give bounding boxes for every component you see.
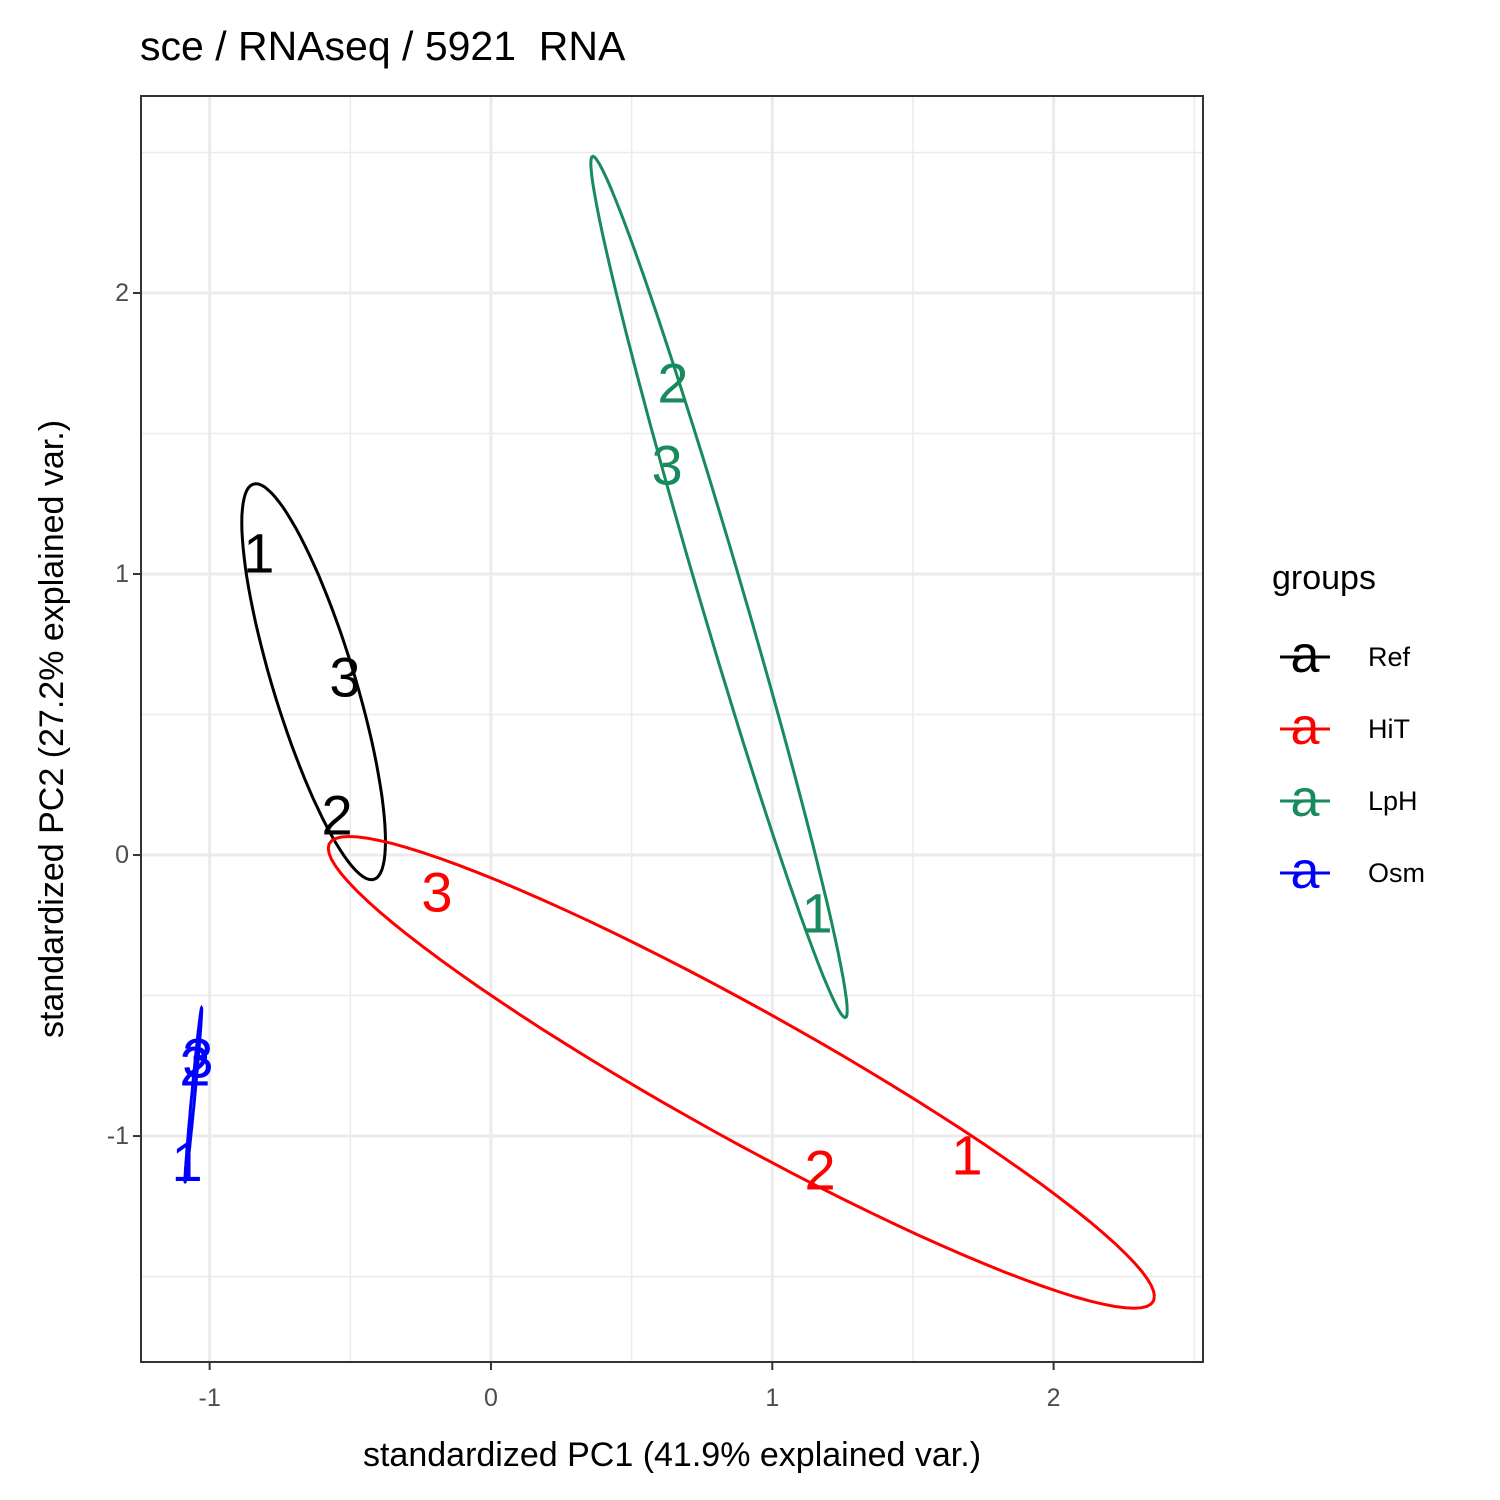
ellipse <box>183 1004 204 1185</box>
point-label: 2 <box>805 1138 836 1201</box>
legend-label: HiT <box>1368 714 1410 744</box>
x-tick-label: 2 <box>1047 1384 1061 1412</box>
point-label: 2 <box>179 1034 210 1097</box>
legend-key: a <box>1291 698 1320 756</box>
point-label: 1 <box>801 881 832 944</box>
legend-title: groups <box>1272 559 1376 597</box>
point-label: 3 <box>182 1026 213 1089</box>
ellipse <box>240 482 387 882</box>
legend-key: a <box>1291 842 1320 900</box>
legend-label: Osm <box>1368 858 1425 888</box>
legend-label: LpH <box>1368 786 1418 816</box>
y-tick-label: 1 <box>115 560 129 588</box>
panel-border <box>140 95 1204 1363</box>
legend-label: Ref <box>1368 642 1411 672</box>
point-label: 1 <box>951 1124 982 1187</box>
x-axis-title: standardized PC1 (41.9% explained var.) <box>363 1436 981 1474</box>
y-axis-title: standardized PC2 (27.2% explained var.) <box>33 420 71 1038</box>
point-label: 3 <box>651 433 682 496</box>
point-label: 3 <box>329 646 360 709</box>
x-tick-label: -1 <box>199 1384 221 1412</box>
x-tick-label: 1 <box>765 1384 779 1412</box>
y-tick-label: -1 <box>107 1122 129 1150</box>
legend-key: a <box>1291 626 1320 684</box>
y-tick-label: 0 <box>115 841 129 869</box>
ellipse <box>326 834 1156 1310</box>
x-tick-label: 0 <box>484 1384 498 1412</box>
point-label: 1 <box>243 521 274 584</box>
point-label: 2 <box>657 351 688 414</box>
point-label: 1 <box>172 1130 203 1193</box>
legend-key: a <box>1291 770 1320 828</box>
y-tick-label: 2 <box>115 279 129 307</box>
chart-title: sce / RNAseq / 5921 RNA <box>140 23 626 69</box>
point-label: 3 <box>421 861 452 924</box>
ellipse <box>589 154 849 1020</box>
